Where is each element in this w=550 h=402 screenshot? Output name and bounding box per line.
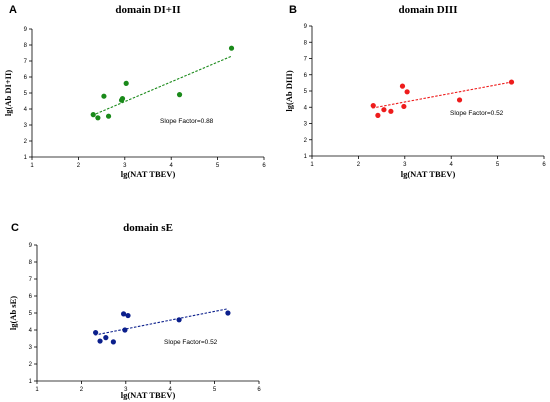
data-point [176, 317, 182, 323]
y-tick-label: 8 [24, 43, 28, 49]
y-tick-label: 7 [24, 59, 28, 65]
x-tick-label: 6 [262, 163, 266, 169]
panel-title: domain DI+II [115, 4, 180, 16]
data-point [225, 310, 231, 316]
y-tick-label: 5 [24, 91, 28, 97]
data-point [93, 329, 99, 336]
y-tick-label: 8 [29, 260, 33, 266]
panel-letter: A [9, 4, 17, 16]
panel-letter: B [289, 4, 297, 16]
regression-line [92, 55, 232, 116]
x-tick-label: 2 [357, 162, 361, 168]
y-tick-label: 2 [304, 138, 308, 144]
y-tick-label: 9 [304, 24, 308, 30]
y-tick-label: 7 [304, 57, 308, 63]
x-tick-label: 3 [123, 163, 127, 169]
y-tick-label: 2 [24, 139, 28, 145]
data-point [105, 113, 112, 119]
data-point [95, 115, 101, 121]
y-tick-label: 1 [304, 154, 308, 160]
data-point [508, 79, 515, 85]
x-tick-label: 3 [124, 387, 128, 393]
y-tick-label: 4 [304, 105, 308, 111]
data-point [125, 312, 131, 319]
data-point [228, 45, 235, 51]
slope-annotation: Slope Factor=0.52 [450, 110, 504, 117]
y-tick-label: 6 [304, 73, 308, 79]
data-point [375, 112, 381, 118]
data-point [101, 93, 107, 99]
y-tick-label: 1 [24, 155, 28, 161]
data-point [97, 338, 103, 344]
y-tick-label: 9 [24, 27, 28, 33]
data-point [110, 339, 116, 345]
y-tick-label: 3 [24, 123, 28, 129]
data-point [123, 80, 129, 86]
x-axis-label: lg(NAT TBEV) [121, 169, 176, 179]
y-tick-label: 5 [304, 89, 308, 95]
data-point [90, 112, 96, 118]
data-point [456, 97, 463, 103]
y-axis-label: lg(Ab sE) [8, 296, 18, 330]
data-point [176, 92, 183, 98]
x-tick-label: 5 [216, 163, 220, 169]
y-axis-label: lg(Ab DI+II) [3, 70, 13, 116]
x-tick-label: 4 [450, 162, 454, 168]
x-tick-label: 6 [257, 387, 261, 393]
x-tick-label: 6 [542, 162, 546, 168]
y-tick-label: 2 [29, 362, 33, 368]
y-tick-label: 5 [29, 311, 33, 317]
y-tick-label: 9 [29, 243, 33, 249]
y-tick-label: 3 [304, 122, 308, 128]
x-tick-label: 5 [213, 387, 217, 393]
y-tick-label: 4 [29, 328, 33, 334]
regression-line [372, 81, 512, 109]
data-point [381, 107, 387, 113]
y-axis-label: lg(Ab DIII) [284, 70, 294, 111]
x-tick-label: 5 [496, 162, 500, 168]
panel-letter: C [11, 222, 19, 234]
data-point [103, 335, 109, 341]
y-tick-label: 6 [29, 294, 33, 300]
data-point [122, 327, 128, 333]
slope-annotation: Slope Factor=0.88 [160, 118, 214, 125]
x-tick-label: 1 [310, 162, 314, 168]
regression-line [94, 308, 229, 336]
slope-annotation: Slope Factor=0.52 [164, 339, 218, 346]
x-axis-label: lg(NAT TBEV) [401, 169, 456, 179]
y-tick-label: 8 [304, 40, 308, 46]
y-tick-label: 6 [24, 75, 28, 81]
data-point [401, 103, 407, 110]
x-tick-label: 1 [30, 163, 34, 169]
y-tick-label: 3 [29, 345, 33, 351]
y-tick-label: 1 [29, 379, 33, 385]
x-tick-label: 3 [403, 162, 407, 168]
x-tick-label: 4 [170, 163, 174, 169]
y-tick-label: 7 [29, 277, 33, 283]
data-point [370, 103, 376, 109]
x-tick-label: 4 [169, 387, 173, 393]
data-point [120, 311, 127, 317]
data-point [399, 83, 406, 89]
y-tick-label: 4 [24, 107, 28, 113]
panel-title: domain DIII [399, 4, 458, 16]
x-tick-label: 2 [80, 387, 84, 393]
x-tick-label: 1 [35, 387, 39, 393]
data-point [388, 108, 394, 114]
data-point [404, 89, 410, 95]
data-point [119, 96, 126, 102]
x-axis-label: lg(NAT TBEV) [121, 390, 176, 400]
panel-title: domain sE [123, 222, 173, 234]
x-tick-label: 2 [77, 163, 81, 169]
